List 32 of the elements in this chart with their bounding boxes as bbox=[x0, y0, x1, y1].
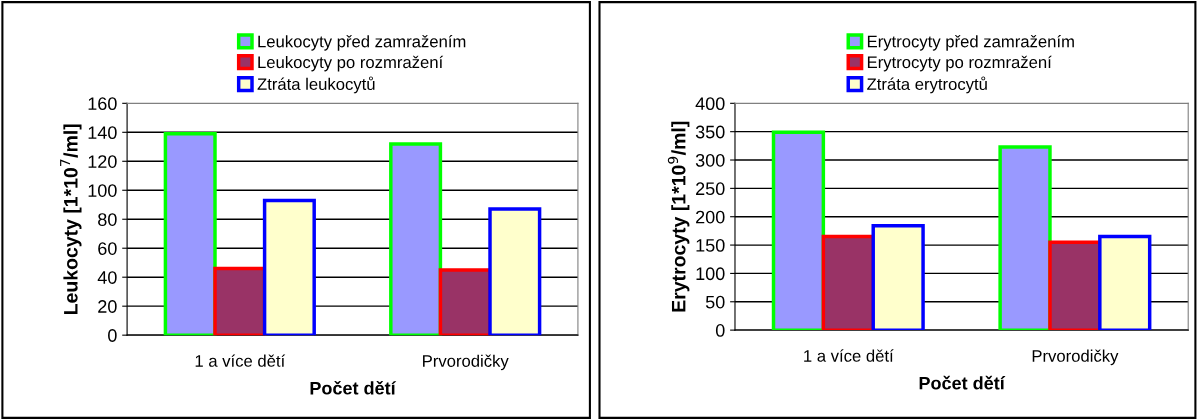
x-tick-label: Prvorodičky bbox=[423, 354, 509, 371]
legend-label: Leukocyty před zamražením bbox=[258, 34, 466, 51]
x-tick-label: Prvorodičky bbox=[1032, 349, 1119, 366]
y-tick-label: 120 bbox=[88, 155, 117, 168]
y-tick-label: 0 bbox=[108, 329, 117, 342]
y-axis-title: Erytrocyty [1*10$^{9}$/ml] bbox=[667, 121, 690, 312]
y-tick-label: 40 bbox=[97, 271, 117, 284]
y-tick-label: 150 bbox=[696, 239, 725, 252]
y-tick-label: 100 bbox=[88, 184, 117, 197]
y-tick-label: 160 bbox=[88, 97, 117, 111]
legend-label: Erytrocyty po rozmražení bbox=[867, 55, 1052, 72]
y-tick-label: 400 bbox=[695, 97, 725, 111]
x-axis-title: Počet dětí bbox=[310, 380, 397, 395]
y-tick-label: 140 bbox=[88, 126, 117, 140]
y-tick-label: 80 bbox=[98, 213, 117, 226]
legend-label: Ztráta leukocytů bbox=[257, 76, 375, 94]
legend-label: Erytrocyty před zamražením bbox=[867, 34, 1074, 51]
y-tick-label: 60 bbox=[98, 242, 117, 255]
x-tick-label: 1 a více dětí bbox=[195, 354, 286, 367]
y-tick-label: 50 bbox=[705, 295, 725, 309]
y-tick-label: 350 bbox=[695, 125, 725, 139]
x-axis-title: Počet dětí bbox=[919, 375, 1006, 390]
legend-label: Ztráta erytrocytů bbox=[867, 76, 987, 94]
y-axis-title: Leukocyty [1*10$^{7}$/ml] bbox=[60, 124, 82, 314]
y-tick-label: 300 bbox=[695, 153, 725, 167]
y-tick-label: 20 bbox=[98, 300, 117, 313]
legend-label: Leukocyty po rozmražení bbox=[258, 55, 444, 72]
y-tick-label: 200 bbox=[696, 210, 725, 224]
y-tick-label: 0 bbox=[715, 324, 725, 337]
y-tick-label: 100 bbox=[696, 267, 725, 281]
y-tick-label: 250 bbox=[696, 182, 725, 196]
x-tick-label: 1 a více dětí bbox=[804, 349, 894, 362]
